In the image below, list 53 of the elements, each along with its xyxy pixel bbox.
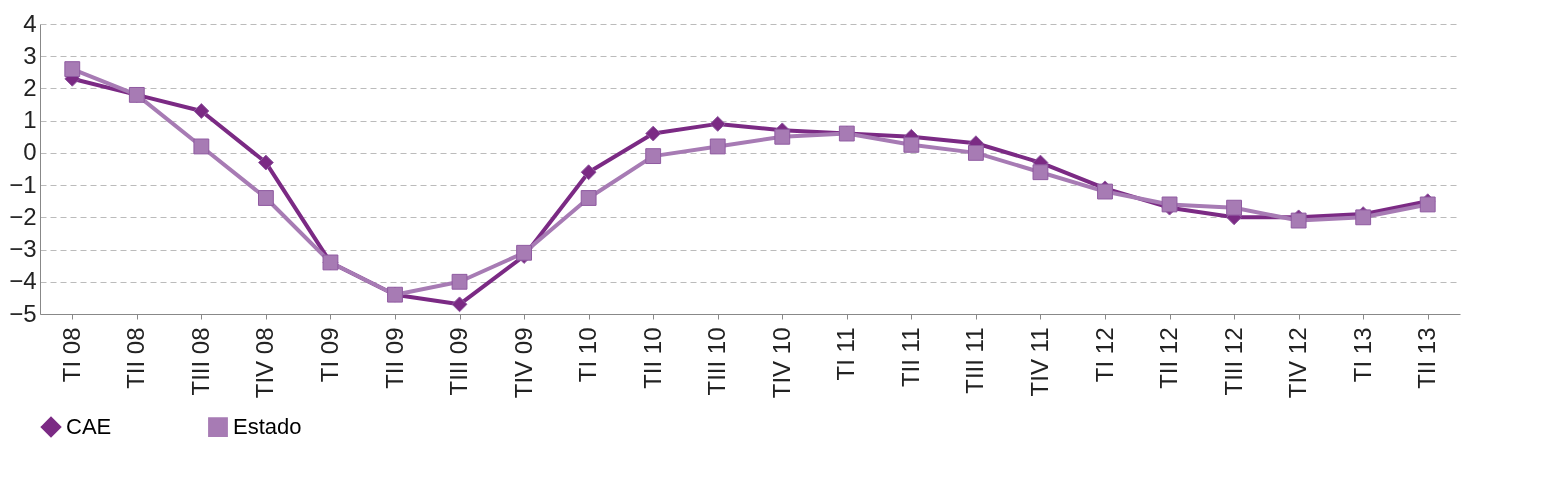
point: [257, 154, 274, 171]
x-tick-label: TII 09: [380, 327, 408, 389]
x-tick-label: TIV 09: [509, 327, 537, 399]
y-tick-label: −3: [9, 235, 37, 263]
x-tick-label: TIV 10: [767, 327, 795, 399]
x-tick-label: TIV 08: [251, 327, 279, 399]
x-tick-label: TI 10: [574, 327, 602, 383]
x-tick-label: TIII 08: [186, 327, 214, 396]
legend-label: Estado: [233, 414, 302, 440]
point: [257, 190, 274, 206]
point: [1226, 199, 1243, 216]
point: [580, 190, 597, 206]
y-tick-label: −5: [9, 299, 37, 327]
x-tick-label: TIII 12: [1219, 327, 1247, 396]
x-tick-label: TI 13: [1348, 327, 1376, 383]
y-tick-label: −1: [9, 170, 37, 198]
x-tick-label: TII 11: [896, 327, 924, 388]
point: [193, 103, 210, 119]
point: [516, 244, 533, 261]
x-tick-label: TIII 11: [961, 327, 989, 394]
y-tick-label: −4: [9, 267, 37, 295]
legend-label: CAE: [66, 414, 112, 440]
y-tick-label: 0: [23, 138, 37, 166]
point: [1032, 164, 1049, 181]
x-tick-label: TII 13: [1413, 327, 1441, 389]
point: [580, 164, 597, 181]
x-tick-label: TI 09: [315, 327, 343, 383]
y-tick-label: 3: [23, 41, 37, 69]
y-tick-label: −2: [9, 202, 37, 230]
x-tick-label: TII 10: [638, 327, 666, 389]
x-tick-label: TI 12: [1090, 327, 1118, 383]
point: [64, 61, 81, 78]
y-tick-label: 4: [23, 9, 37, 37]
point: [645, 148, 662, 165]
point: [903, 136, 920, 153]
x-tick-label: TI 11: [832, 327, 860, 381]
x-tick-label: TIII 09: [445, 327, 473, 396]
point: [709, 138, 726, 155]
point: [774, 128, 791, 145]
point: [451, 273, 468, 290]
point: [967, 144, 984, 161]
x-tick-label: TII 12: [1155, 327, 1183, 389]
point: [193, 138, 210, 155]
x-tick-label: TI 08: [57, 327, 85, 383]
x-tick-label: TII 08: [122, 327, 150, 389]
point: [451, 296, 468, 313]
y-tick-label: 1: [23, 106, 37, 134]
point: [645, 125, 662, 142]
x-tick-label: TIII 10: [703, 327, 731, 396]
point: [709, 115, 726, 132]
y-tick-label: 2: [23, 73, 37, 101]
x-tick-label: TIV 12: [1284, 327, 1312, 399]
x-tick-label: TIV 11: [1025, 327, 1053, 397]
